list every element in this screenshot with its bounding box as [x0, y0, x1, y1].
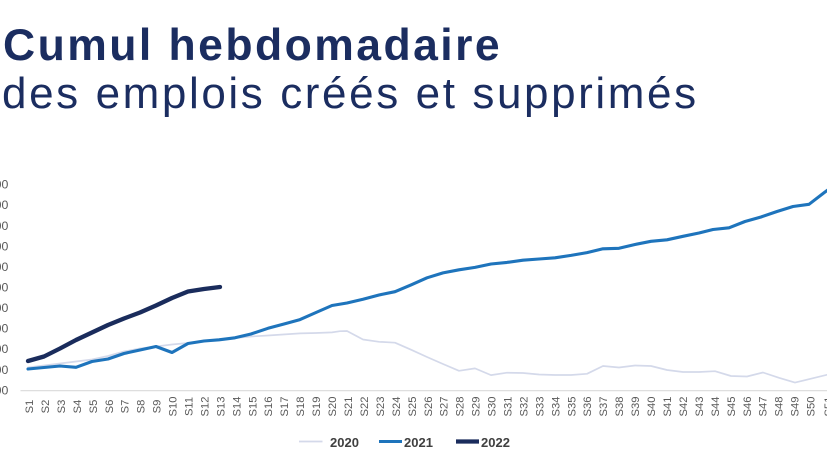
- svg-text:S28: S28: [455, 397, 467, 417]
- svg-text:S51: S51: [823, 397, 827, 417]
- svg-text:S47: S47: [758, 397, 770, 417]
- svg-text:S42: S42: [678, 397, 690, 417]
- svg-text:S29: S29: [471, 397, 483, 417]
- svg-text:S18: S18: [295, 397, 307, 417]
- svg-text:S17: S17: [279, 397, 291, 417]
- svg-text:S25: S25: [407, 397, 419, 417]
- svg-text:S26: S26: [423, 397, 435, 417]
- svg-text:S20: S20: [327, 397, 339, 417]
- svg-text:S4: S4: [72, 400, 84, 414]
- svg-text:S41: S41: [662, 397, 674, 417]
- svg-text:00: 00: [0, 178, 8, 192]
- svg-text:00: 00: [0, 322, 8, 336]
- svg-text:S10: S10: [168, 397, 180, 417]
- svg-text:S16: S16: [263, 397, 275, 417]
- svg-text:S6: S6: [104, 400, 116, 414]
- svg-text:S44: S44: [710, 397, 722, 417]
- svg-text:S12: S12: [199, 397, 211, 417]
- svg-text:00: 00: [0, 219, 8, 233]
- svg-text:00: 00: [0, 363, 8, 377]
- svg-text:00: 00: [0, 301, 8, 315]
- svg-text:S50: S50: [806, 397, 818, 417]
- svg-text:S30: S30: [487, 397, 499, 417]
- svg-text:S37: S37: [598, 397, 610, 417]
- svg-text:S31: S31: [503, 397, 515, 417]
- svg-text:S13: S13: [215, 397, 227, 417]
- svg-text:S34: S34: [550, 397, 562, 417]
- svg-text:S48: S48: [774, 397, 786, 417]
- svg-text:S49: S49: [790, 397, 802, 417]
- svg-text:S24: S24: [391, 397, 403, 417]
- svg-text:S33: S33: [534, 397, 546, 417]
- svg-text:S5: S5: [88, 400, 100, 414]
- svg-text:S14: S14: [231, 397, 243, 417]
- svg-text:S7: S7: [120, 400, 132, 414]
- svg-text:S36: S36: [582, 397, 594, 417]
- svg-text:S8: S8: [136, 400, 148, 414]
- svg-text:00: 00: [0, 198, 8, 212]
- svg-text:00: 00: [0, 281, 8, 295]
- svg-text:S21: S21: [343, 397, 355, 417]
- svg-text:S43: S43: [694, 397, 706, 417]
- svg-text:S32: S32: [519, 397, 531, 417]
- svg-text:S39: S39: [630, 397, 642, 417]
- svg-text:S22: S22: [359, 397, 371, 417]
- svg-text:S46: S46: [742, 397, 754, 417]
- svg-text:S9: S9: [152, 400, 164, 414]
- svg-text:00: 00: [0, 342, 8, 356]
- svg-text:S11: S11: [184, 397, 196, 416]
- svg-text:S40: S40: [646, 397, 658, 417]
- svg-text:S19: S19: [311, 397, 323, 417]
- svg-text:S2: S2: [40, 400, 52, 414]
- svg-text:S35: S35: [566, 397, 578, 417]
- svg-text:S45: S45: [726, 397, 738, 417]
- svg-text:S38: S38: [614, 397, 626, 417]
- svg-text:S15: S15: [247, 397, 259, 417]
- svg-text:S1: S1: [24, 400, 36, 414]
- svg-text:S3: S3: [56, 400, 68, 414]
- svg-text:00: 00: [0, 239, 8, 253]
- svg-text:S23: S23: [375, 397, 387, 417]
- svg-text:S27: S27: [439, 397, 451, 417]
- svg-text:00: 00: [0, 260, 8, 274]
- svg-text:00: 00: [0, 383, 8, 397]
